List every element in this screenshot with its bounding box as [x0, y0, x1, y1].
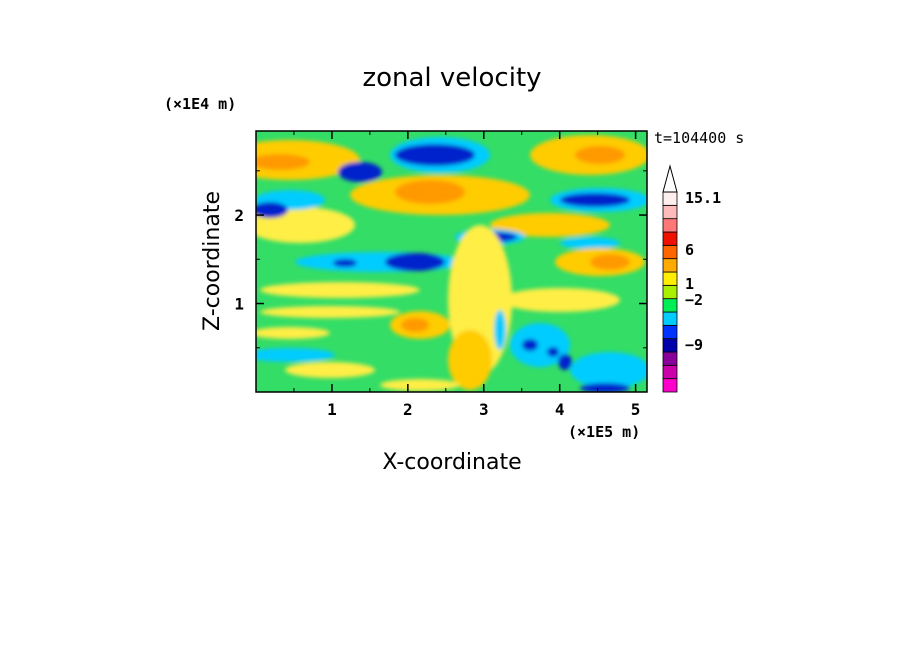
heatmap-patch: [256, 154, 310, 170]
colorbar-swatch: [662, 284, 678, 300]
heatmap-patch: [580, 383, 630, 392]
heatmap-patch: [494, 310, 506, 350]
colorbar-extend-arrow: [662, 164, 678, 193]
heatmap-patch: [590, 254, 630, 270]
heatmap-patch: [395, 144, 475, 166]
heatmap-patch: [560, 237, 620, 249]
heatmap-patch: [575, 146, 625, 164]
heatmap-patch: [570, 352, 647, 388]
chart-title: zonal velocity: [362, 63, 541, 93]
x-tick-label: 4: [555, 400, 565, 419]
colorbar-swatch: [662, 231, 678, 246]
y-axis-ticks: 12: [234, 170, 647, 349]
colorbar-label: 6: [685, 241, 694, 259]
colorbar-swatch: [662, 298, 678, 313]
heatmap-patch: [333, 259, 357, 267]
colorbar-swatch: [662, 364, 678, 380]
colorbar-label: −2: [685, 291, 703, 309]
colorbar-swatch: [662, 324, 678, 340]
colorbar-swatch: [662, 258, 678, 273]
time-label: t=104400 s: [654, 129, 744, 147]
colorbar-swatch: [662, 271, 678, 286]
heatmap-patch: [401, 318, 429, 332]
heatmap-patch: [547, 347, 559, 357]
x-tick-label: 2: [403, 400, 413, 419]
heatmap-patch: [338, 162, 382, 182]
heatmap-patch: [260, 306, 400, 318]
colorbar-swatch: [662, 244, 678, 260]
colorbar-swatch: [662, 338, 678, 353]
x-tick-label: 5: [631, 400, 641, 419]
y-tick-label: 1: [234, 295, 244, 314]
x-tick-label: 1: [327, 400, 337, 419]
heatmap-patch: [490, 213, 610, 237]
heatmap-field: [256, 131, 647, 392]
x-axis-ticks: 1 2 3 4 5: [293, 131, 641, 419]
colorbar-swatch: [662, 378, 678, 393]
heatmap-patch: [380, 379, 460, 391]
heatmap-patch: [385, 253, 445, 271]
heatmap-patch: [285, 362, 375, 378]
x-tick-label: 3: [479, 400, 489, 419]
heatmap-patch: [256, 202, 288, 218]
colorbar-label: 1: [685, 275, 694, 293]
heatmap-patch: [395, 180, 465, 204]
colorbar-label: 15.1: [685, 189, 721, 207]
y-unit-label: (×1E4 m): [164, 95, 236, 113]
heatmap-patch: [500, 288, 620, 312]
heatmap-patch: [560, 193, 630, 207]
y-axis-label: Z-coordinate: [200, 191, 225, 331]
colorbar-swatch: [662, 351, 678, 366]
heatmap-patch: [256, 348, 335, 362]
heatmap-patch: [448, 330, 492, 390]
colorbar-swatch: [662, 191, 678, 206]
heatmap-patch: [558, 354, 572, 370]
colorbar: 15.1 6 1−2 −9: [662, 164, 721, 393]
heatmap-patch: [522, 339, 538, 351]
colorbar-swatch: [662, 311, 678, 326]
heatmap-patch: [256, 327, 330, 339]
plot-frame: [255, 130, 648, 393]
heatmap-patch: [260, 282, 420, 298]
y-tick-label: 2: [234, 206, 244, 225]
colorbar-label: −9: [685, 336, 703, 354]
x-axis-label: X-coordinate: [382, 450, 521, 475]
colorbar-swatch: [662, 204, 678, 220]
colorbar-swatch: [662, 218, 678, 233]
x-unit-label: (×1E5 m): [568, 423, 640, 441]
